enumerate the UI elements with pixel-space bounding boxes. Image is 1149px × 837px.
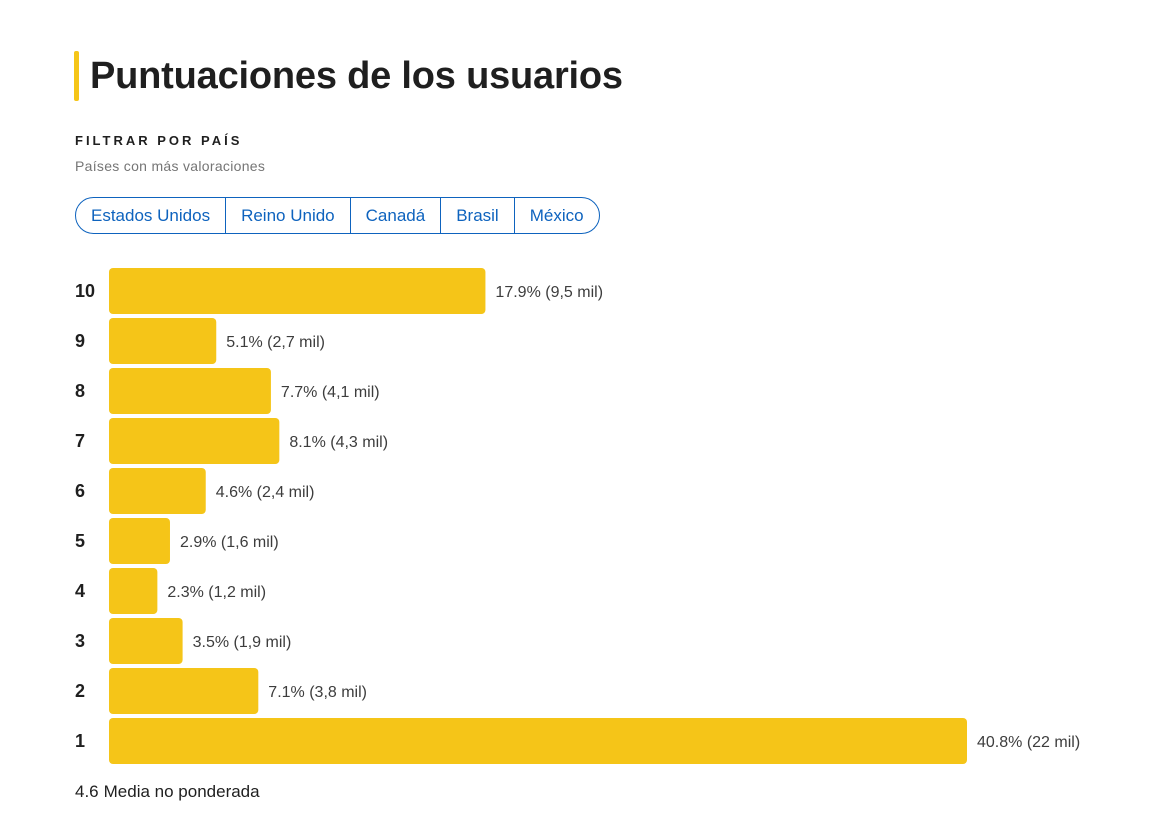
country-filter-chips: Estados Unidos Reino Unido Canadá Brasil… xyxy=(75,197,600,234)
value-label-8: 7.7% (4,1 mil) xyxy=(281,384,380,401)
chip-estados-unidos[interactable]: Estados Unidos xyxy=(76,198,227,233)
bar-rating-3[interactable] xyxy=(109,618,183,664)
category-label-9: 9 xyxy=(75,331,85,351)
value-label-5: 2.9% (1,6 mil) xyxy=(180,534,279,551)
bar-rating-2[interactable] xyxy=(109,668,259,714)
chip-mexico[interactable]: México xyxy=(529,205,584,225)
chip-canada[interactable]: Canadá xyxy=(351,198,442,233)
value-label-7: 8.1% (4,3 mil) xyxy=(289,434,388,451)
value-label-2: 7.1% (3,8 mil) xyxy=(268,684,367,701)
value-label-3: 3.5% (1,9 mil) xyxy=(193,634,292,651)
category-label-7: 7 xyxy=(75,431,85,451)
title-accent-bar xyxy=(74,51,79,101)
chip-brasil[interactable]: Brasil xyxy=(441,198,515,233)
value-label-10: 17.9% (9,5 mil) xyxy=(495,284,603,301)
page-title: Puntuaciones de los usuarios xyxy=(90,54,623,97)
bar-rating-7[interactable] xyxy=(109,418,280,464)
chip-reino-unido[interactable]: Reino Unido xyxy=(226,198,351,233)
mean-label: Media no ponderada xyxy=(103,782,260,801)
filter-sublabel: Países con más valoraciones xyxy=(75,158,266,174)
value-label-1: 40.8% (22 mil) xyxy=(977,734,1080,751)
category-label-8: 8 xyxy=(75,381,85,401)
page-header: Puntuaciones de los usuarios xyxy=(74,51,623,101)
category-label-3: 3 xyxy=(75,631,85,651)
bar-rating-5[interactable] xyxy=(109,518,170,564)
mean-summary: 4.6 Media no ponderada xyxy=(75,782,260,802)
category-label-10: 10 xyxy=(75,281,95,301)
value-label-6: 4.6% (2,4 mil) xyxy=(216,484,315,501)
category-label-6: 6 xyxy=(75,481,85,501)
category-label-5: 5 xyxy=(75,531,85,551)
category-label-1: 1 xyxy=(75,731,85,751)
bar-rating-1[interactable] xyxy=(109,718,967,764)
bar-rating-6[interactable] xyxy=(109,468,206,514)
category-label-2: 2 xyxy=(75,681,85,701)
bar-rating-4[interactable] xyxy=(109,568,158,614)
bar-rating-10[interactable] xyxy=(109,268,486,314)
category-label-4: 4 xyxy=(75,581,85,601)
value-label-4: 2.3% (1,2 mil) xyxy=(167,584,266,601)
bar-rating-9[interactable] xyxy=(109,318,217,364)
filter-label: FILTRAR POR PAÍS xyxy=(75,133,243,148)
value-label-9: 5.1% (2,7 mil) xyxy=(226,334,325,351)
mean-value: 4.6 xyxy=(75,782,99,801)
bar-rating-8[interactable] xyxy=(109,368,271,414)
